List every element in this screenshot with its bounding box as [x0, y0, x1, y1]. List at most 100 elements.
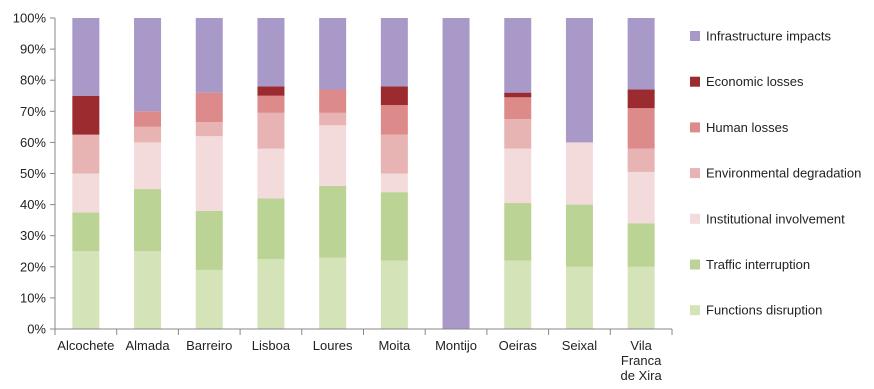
- y-tick-label: 10%: [20, 290, 46, 305]
- bar-segment-infrastructure-impacts: [195, 18, 223, 93]
- y-tick-label: 100%: [13, 11, 47, 26]
- bar-segment-institutional-involvement: [504, 148, 532, 204]
- bar-segment-environmental-degradation: [627, 148, 655, 172]
- bar-segment-environmental-degradation: [72, 134, 100, 174]
- x-category-label: Loures: [313, 338, 353, 353]
- y-tick-label: 90%: [20, 42, 46, 57]
- bar-segment-economic-losses: [380, 86, 408, 106]
- bar-segment-traffic-interruption: [195, 210, 223, 270]
- x-category-label: Vila: [630, 338, 652, 353]
- bars: [72, 18, 655, 329]
- bar-segment-functions-disruption: [72, 251, 100, 329]
- bar-segment-traffic-interruption: [257, 198, 285, 260]
- bar-segment-functions-disruption: [627, 266, 655, 329]
- y-tick-label: 20%: [20, 259, 46, 274]
- bar-segment-traffic-interruption: [72, 212, 100, 252]
- y-tick-label: 80%: [20, 73, 46, 88]
- bar-segment-functions-disruption: [319, 257, 347, 329]
- y-tick-label: 70%: [20, 104, 46, 119]
- bar-segment-environmental-degradation: [195, 122, 223, 137]
- bar-segment-human-losses: [134, 111, 162, 127]
- y-tick-label: 40%: [20, 197, 46, 212]
- bar-segment-functions-disruption: [380, 260, 408, 329]
- x-category-label: Alcochete: [57, 338, 114, 353]
- y-tick-labels: 0% 10% 20% 30% 40% 50% 60% 70% 80% 90% 100%: [13, 11, 47, 337]
- legend-label: Economic losses: [706, 74, 804, 89]
- legend: Infrastructure impacts Economic losses Hum…: [690, 29, 861, 318]
- y-tick-label: 50%: [20, 166, 46, 181]
- bar-segment-environmental-degradation: [319, 112, 347, 126]
- bar-segment-infrastructure-impacts: [627, 18, 655, 90]
- legend-label: Infrastructure impacts: [706, 29, 831, 44]
- bar-segment-traffic-interruption: [319, 185, 347, 258]
- legend-swatch: [690, 31, 700, 41]
- bar-segment-functions-disruption: [504, 260, 532, 329]
- bar-segment-environmental-degradation: [504, 119, 532, 149]
- bar-segment-infrastructure-impacts: [319, 18, 347, 90]
- bar-segment-traffic-interruption: [134, 189, 162, 252]
- bar-segment-economic-losses: [627, 89, 655, 109]
- bar-segment-institutional-involvement: [72, 173, 100, 213]
- bar-segment-human-losses: [627, 108, 655, 149]
- bar-segment-institutional-involvement: [319, 125, 347, 186]
- x-category-label: Moita: [378, 338, 411, 353]
- y-tick-label: 60%: [20, 135, 46, 150]
- bar-segment-infrastructure-impacts: [134, 18, 162, 112]
- bar-segment-human-losses: [380, 105, 408, 135]
- bar-segment-economic-losses: [257, 86, 285, 96]
- x-category-label: Montijo: [435, 338, 477, 353]
- bar-segment-functions-disruption: [257, 259, 285, 329]
- bar-segment-institutional-involvement: [257, 148, 285, 199]
- bar-segment-environmental-degradation: [134, 126, 162, 143]
- bar-segment-functions-disruption: [195, 269, 223, 329]
- bar-segment-human-losses: [195, 92, 223, 123]
- bar-segment-environmental-degradation: [257, 112, 285, 149]
- y-tick-label: 0%: [27, 322, 46, 337]
- legend-swatch: [690, 122, 700, 133]
- bar-segment-institutional-involvement: [195, 136, 223, 211]
- legend-swatch: [690, 76, 700, 87]
- bar-segment-environmental-degradation: [380, 134, 408, 174]
- bar-segment-traffic-interruption: [380, 192, 408, 261]
- x-category-labels: Alcochete Almada Barreiro Lisboa Loures Moita…: [57, 338, 662, 383]
- legend-swatch: [690, 305, 700, 316]
- legend-label: Human losses: [706, 120, 789, 135]
- x-category-label: Franca: [621, 353, 662, 368]
- bar-segment-institutional-involvement: [134, 142, 162, 190]
- bar-segment-infrastructure-impacts: [442, 18, 470, 329]
- x-category-label: Barreiro: [186, 338, 232, 353]
- bar-segment-functions-disruption: [134, 251, 162, 329]
- bar-segment-institutional-involvement: [380, 173, 408, 193]
- bar-segment-institutional-involvement: [565, 142, 593, 205]
- bar-segment-traffic-interruption: [627, 223, 655, 267]
- bar-segment-human-losses: [319, 89, 347, 113]
- legend-label: Environmental degradation: [706, 166, 861, 181]
- axes: [50, 17, 673, 335]
- bar-segment-infrastructure-impacts: [565, 18, 593, 143]
- legend-swatch: [690, 213, 700, 224]
- x-category-label: Almada: [126, 338, 171, 353]
- bar-segment-economic-losses: [504, 92, 532, 98]
- legend-label: Institutional involvement: [706, 211, 845, 226]
- legend-label: Functions disruption: [706, 303, 822, 318]
- bar-segment-human-losses: [257, 95, 285, 113]
- bar-segment-economic-losses: [72, 95, 100, 135]
- bar-segment-human-losses: [504, 97, 532, 120]
- bar-segment-infrastructure-impacts: [72, 18, 100, 96]
- legend-swatch: [690, 259, 700, 270]
- x-category-label: Seixal: [562, 338, 598, 353]
- legend-swatch: [690, 168, 700, 179]
- bar-segment-functions-disruption: [565, 266, 593, 329]
- legend-label: Traffic interruption: [706, 257, 810, 272]
- bar-segment-infrastructure-impacts: [380, 18, 408, 87]
- bar-segment-institutional-involvement: [627, 171, 655, 224]
- bar-segment-traffic-interruption: [504, 203, 532, 261]
- bar-segment-infrastructure-impacts: [504, 18, 532, 93]
- x-category-label: Oeiras: [499, 338, 538, 353]
- bar-segment-traffic-interruption: [565, 204, 593, 267]
- x-category-label: Lisboa: [252, 338, 291, 353]
- bar-segment-infrastructure-impacts: [257, 18, 285, 87]
- y-tick-label: 30%: [20, 228, 46, 243]
